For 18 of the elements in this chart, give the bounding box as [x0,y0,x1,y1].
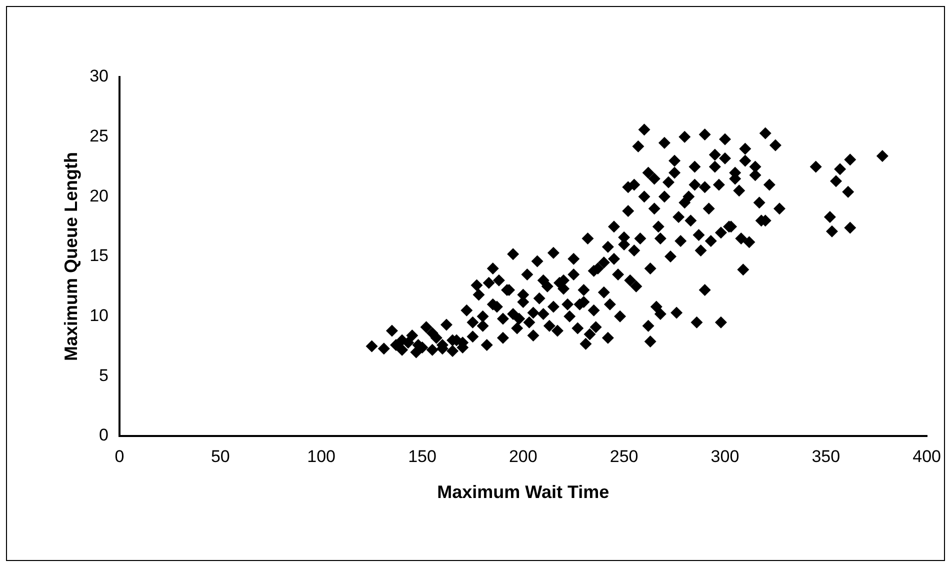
y-tick-label: 10 [90,306,109,326]
x-tick-label: 50 [210,446,230,466]
x-tick-label: 100 [307,446,336,466]
x-axis-title: Maximum Wait Time [437,482,610,502]
x-tick-label: 300 [710,446,740,466]
y-tick-label: 30 [90,66,109,86]
x-tick-label: 200 [508,446,538,466]
y-tick-label: 5 [99,366,109,385]
y-tick-label: 20 [90,186,109,206]
x-tick-label: 150 [408,446,436,466]
y-tick-label: 25 [90,126,109,146]
y-tick-label: 0 [99,426,109,445]
x-tick-label: 0 [114,446,124,466]
x-tick-label: 350 [812,446,840,466]
y-axis-title: Maximum Queue Length [60,152,81,362]
x-tick-label: 400 [912,446,942,466]
x-tick-label: 250 [610,446,638,466]
y-tick-label: 15 [90,246,109,266]
